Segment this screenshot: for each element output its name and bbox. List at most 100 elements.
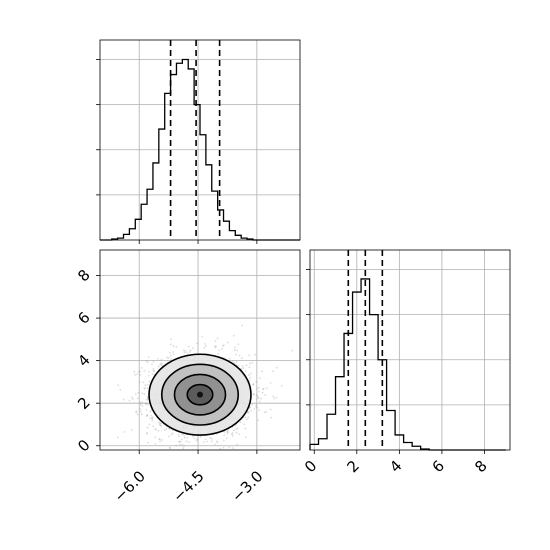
scatter-point — [147, 356, 150, 359]
scatter-point — [280, 385, 283, 387]
bottom-right-xtick-label-4: 8 — [471, 457, 490, 476]
top-left-bin-12 — [171, 75, 177, 240]
scatter-point — [242, 367, 245, 369]
scatter-point — [216, 337, 219, 340]
top-left-panel-bg — [100, 40, 300, 240]
scatter-point — [152, 368, 155, 370]
scatter-point — [151, 419, 154, 422]
bottom-left-xtick-label-0: −6.0 — [110, 467, 148, 505]
scatter-point — [133, 370, 136, 373]
scatter-point — [148, 371, 150, 373]
bottom-left-xtick-label-1: −4.5 — [169, 467, 207, 505]
scatter-point — [209, 436, 212, 439]
scatter-point — [255, 381, 258, 383]
bottom-right-bin-2 — [327, 414, 336, 450]
scatter-point — [159, 440, 162, 443]
scatter-point — [178, 435, 181, 438]
scatter-point — [172, 353, 175, 355]
scatter-point — [167, 356, 170, 359]
scatter-point — [255, 387, 258, 390]
scatter-point — [146, 383, 149, 386]
scatter-point — [139, 373, 142, 376]
scatter-point — [199, 435, 202, 438]
scatter-point — [259, 377, 261, 379]
scatter-point — [152, 425, 155, 428]
scatter-point — [220, 347, 223, 350]
scatter-point — [235, 431, 238, 434]
scatter-point — [263, 411, 266, 414]
scatter-point — [134, 392, 137, 395]
scatter-point — [138, 381, 141, 383]
scatter-point — [143, 369, 146, 372]
scatter-point — [139, 370, 141, 373]
top-left-bin-7 — [141, 204, 147, 240]
scatter-point — [151, 416, 154, 419]
scatter-point — [237, 364, 240, 367]
scatter-point — [244, 370, 247, 372]
bottom-right-xtick-label-1: 2 — [344, 457, 363, 476]
scatter-point — [130, 428, 133, 431]
scatter-point — [147, 374, 150, 377]
scatter-point — [170, 433, 173, 436]
scatter-point — [261, 370, 263, 373]
scatter-point — [168, 435, 170, 438]
scatter-point — [141, 401, 144, 404]
scatter-point — [258, 400, 261, 403]
scatter-point — [168, 446, 171, 449]
scatter-point — [251, 403, 254, 406]
scatter-point — [222, 446, 225, 449]
scatter-point — [170, 357, 173, 360]
bottom-right-bin-7 — [370, 315, 379, 450]
scatter-point — [178, 440, 181, 443]
scatter-point — [269, 381, 272, 384]
scatter-point — [139, 410, 142, 413]
bottom-left-border — [99, 249, 301, 451]
scatter-point — [262, 388, 265, 391]
scatter-point — [192, 435, 194, 438]
scatter-point — [184, 349, 186, 352]
bottom-right-xtick-label-0: 0 — [301, 457, 320, 476]
scatter-point — [158, 438, 161, 441]
scatter-point — [145, 402, 148, 404]
scatter-point — [156, 357, 159, 360]
scatter-point — [214, 346, 217, 349]
scatter-point — [216, 441, 219, 444]
scatter-point — [241, 324, 244, 327]
scatter-point — [227, 431, 229, 434]
scatter-point — [136, 397, 139, 400]
bottom-right-bin-9 — [387, 411, 396, 450]
top-left-histogram — [100, 58, 300, 241]
scatter-point — [136, 373, 139, 376]
scatter-point — [257, 396, 260, 398]
scatter-point — [146, 431, 148, 434]
scatter-point — [204, 438, 207, 441]
scatter-point — [291, 349, 294, 352]
scatter-point — [256, 406, 259, 409]
scatter-point — [172, 345, 175, 347]
scatter-point — [226, 341, 229, 344]
scatter-point — [158, 423, 161, 426]
scatter-point — [160, 422, 163, 425]
scatter-point — [144, 402, 147, 405]
scatter-point — [233, 346, 236, 349]
scatter-point — [170, 354, 172, 357]
scatter-point — [149, 410, 152, 413]
scatter-point — [223, 431, 226, 433]
scatter-point — [196, 342, 198, 345]
scatter-point — [146, 361, 149, 364]
scatter-point — [161, 439, 163, 441]
bottom-left-xtick-label-2: −3.0 — [228, 467, 266, 505]
scatter-point — [154, 436, 156, 439]
scatter-point — [218, 349, 220, 352]
top-left-bin-5 — [129, 229, 135, 240]
scatter-point — [175, 444, 178, 447]
scatter-point — [258, 409, 261, 412]
top-left-bin-8 — [147, 189, 153, 240]
scatter-point — [238, 433, 241, 435]
scatter-point — [226, 432, 229, 435]
scatter-point — [157, 429, 160, 432]
scatter-point — [249, 362, 251, 365]
scatter-point — [265, 387, 268, 389]
scatter-point — [139, 408, 142, 410]
top-left-bin-20 — [218, 210, 224, 240]
